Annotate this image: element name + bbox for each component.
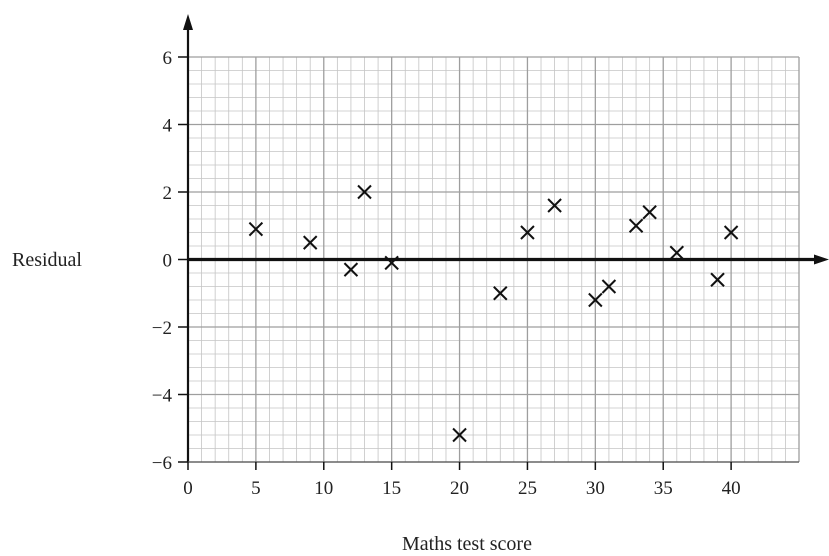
data-point-stroke (493, 286, 508, 301)
x-tick-label: 0 (183, 478, 193, 499)
x-tick-label: 35 (654, 478, 673, 499)
y-tick-label: 0 (163, 251, 173, 272)
y-tick-label: −4 (152, 386, 173, 407)
data-point (723, 225, 739, 240)
data-point-stroke (588, 292, 603, 308)
data-point-stroke (384, 255, 399, 271)
x-tick-label: 40 (722, 478, 741, 499)
y-tick-label: 4 (163, 116, 173, 137)
data-point (588, 292, 603, 308)
data-point (384, 255, 399, 271)
axes (183, 14, 829, 463)
data-point (493, 286, 508, 301)
data-point (669, 245, 685, 260)
x-axis-arrowhead (814, 254, 829, 265)
x-tick-label: 30 (586, 478, 605, 499)
x-tick-label: 5 (251, 478, 261, 499)
data-point (520, 225, 535, 240)
x-tick-label: 15 (382, 478, 401, 499)
data-point-stroke (628, 218, 644, 233)
x-tick-label: 25 (518, 478, 537, 499)
data-point (547, 198, 562, 213)
data-point-stroke (343, 262, 359, 277)
data-point-stroke (520, 225, 535, 240)
data-point (642, 205, 657, 220)
y-tick-label: −6 (152, 453, 172, 474)
x-tick-label: 10 (314, 478, 333, 499)
data-point-stroke (710, 272, 725, 287)
y-axis-arrowhead (183, 14, 193, 30)
y-tick-label: −2 (152, 318, 172, 339)
data-point-stroke (669, 245, 685, 260)
data-point (452, 427, 467, 443)
data-point-stroke (357, 184, 372, 200)
data-point-stroke (601, 279, 617, 294)
data-point (601, 279, 617, 294)
data-point (628, 218, 644, 233)
y-tick-label: 2 (163, 183, 173, 204)
data-point (343, 262, 359, 277)
data-point-stroke (248, 221, 264, 237)
data-point-stroke (547, 198, 562, 213)
data-point-stroke (723, 225, 739, 240)
data-point-stroke (452, 427, 467, 443)
data-point (302, 235, 318, 250)
data-point (248, 221, 264, 237)
x-axis-title: Maths test score (402, 533, 532, 555)
data-point (357, 184, 372, 200)
x-tick-label: 20 (450, 478, 469, 499)
y-axis-title: Residual (12, 249, 82, 271)
data-point (710, 272, 725, 287)
data-points (248, 184, 739, 443)
data-point-stroke (302, 235, 318, 250)
data-point-stroke (642, 205, 657, 220)
y-tick-label: 6 (163, 48, 173, 69)
